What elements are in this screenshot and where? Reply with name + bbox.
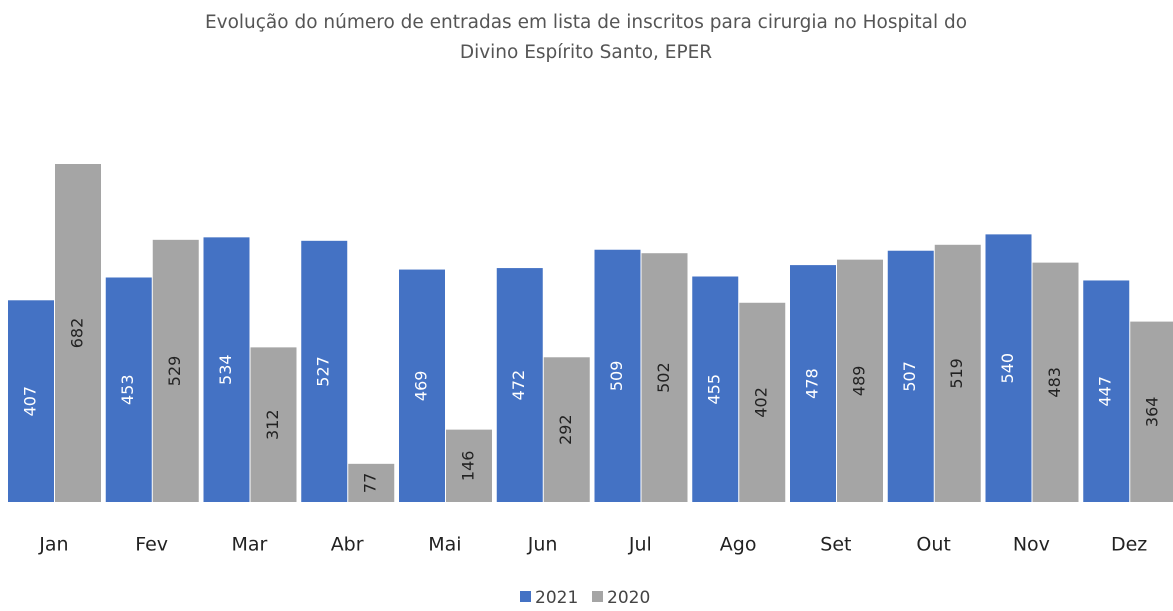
x-tick-label: Jul [628, 534, 652, 556]
bar [250, 347, 297, 502]
x-tick-label: Out [916, 534, 950, 556]
bar [641, 253, 688, 502]
bar [692, 276, 739, 502]
x-tick-label: Mar [231, 534, 267, 556]
value-label: 472 [509, 370, 528, 401]
x-tick-label: Fev [135, 534, 168, 556]
value-label: 447 [1096, 376, 1115, 407]
bar [301, 240, 348, 503]
value-label: 455 [705, 374, 724, 405]
bar [399, 269, 445, 502]
value-label: 534 [216, 354, 235, 385]
legend-swatch [592, 591, 603, 602]
legend-swatch [520, 591, 531, 602]
bar [594, 249, 641, 502]
value-label: 509 [607, 361, 626, 392]
x-tick-label: Nov [1013, 534, 1050, 556]
value-label: 453 [118, 374, 137, 405]
value-label: 292 [556, 414, 575, 445]
bar [543, 357, 590, 502]
bar [1032, 262, 1079, 502]
value-label: 364 [1143, 397, 1162, 428]
bar [152, 239, 199, 502]
x-tick-label: Jan [38, 534, 68, 556]
value-label: 502 [654, 362, 673, 393]
bar [985, 234, 1032, 502]
value-label: 507 [900, 361, 919, 392]
bar [446, 429, 492, 502]
value-label: 682 [68, 318, 87, 349]
x-tick-label: Set [820, 534, 851, 556]
bar [496, 268, 543, 502]
bar [8, 300, 54, 502]
value-label: 489 [850, 366, 869, 397]
bar [739, 302, 786, 502]
bar [790, 265, 836, 502]
value-label: 527 [314, 356, 333, 387]
value-label: 312 [263, 409, 282, 440]
bar [887, 250, 934, 502]
value-label: 478 [803, 368, 822, 399]
x-tick-label: Ago [720, 534, 757, 556]
bar [348, 463, 395, 502]
value-label: 540 [998, 353, 1017, 384]
bar [1083, 280, 1130, 502]
value-label: 469 [412, 371, 431, 402]
x-tick-label: Dez [1111, 534, 1147, 556]
value-label: 529 [165, 356, 184, 387]
value-label: 407 [21, 386, 40, 417]
bar [934, 244, 981, 502]
x-tick-label: Mai [428, 534, 461, 556]
bar [55, 164, 101, 502]
value-label: 519 [947, 358, 966, 389]
bar [203, 237, 250, 502]
value-label: 146 [459, 451, 478, 482]
legend-label: 2021 [535, 588, 578, 608]
bar [837, 259, 883, 502]
bar [1130, 321, 1173, 502]
legend-label: 2020 [607, 588, 650, 608]
x-tick-label: Jun [527, 534, 558, 556]
chart-title: Evolução do número de entradas em lista … [204, 12, 968, 63]
value-label: 402 [752, 387, 771, 418]
bar [105, 277, 152, 502]
value-label: 77 [361, 473, 380, 493]
x-tick-label: Abr [331, 534, 364, 556]
value-label: 483 [1045, 367, 1064, 398]
